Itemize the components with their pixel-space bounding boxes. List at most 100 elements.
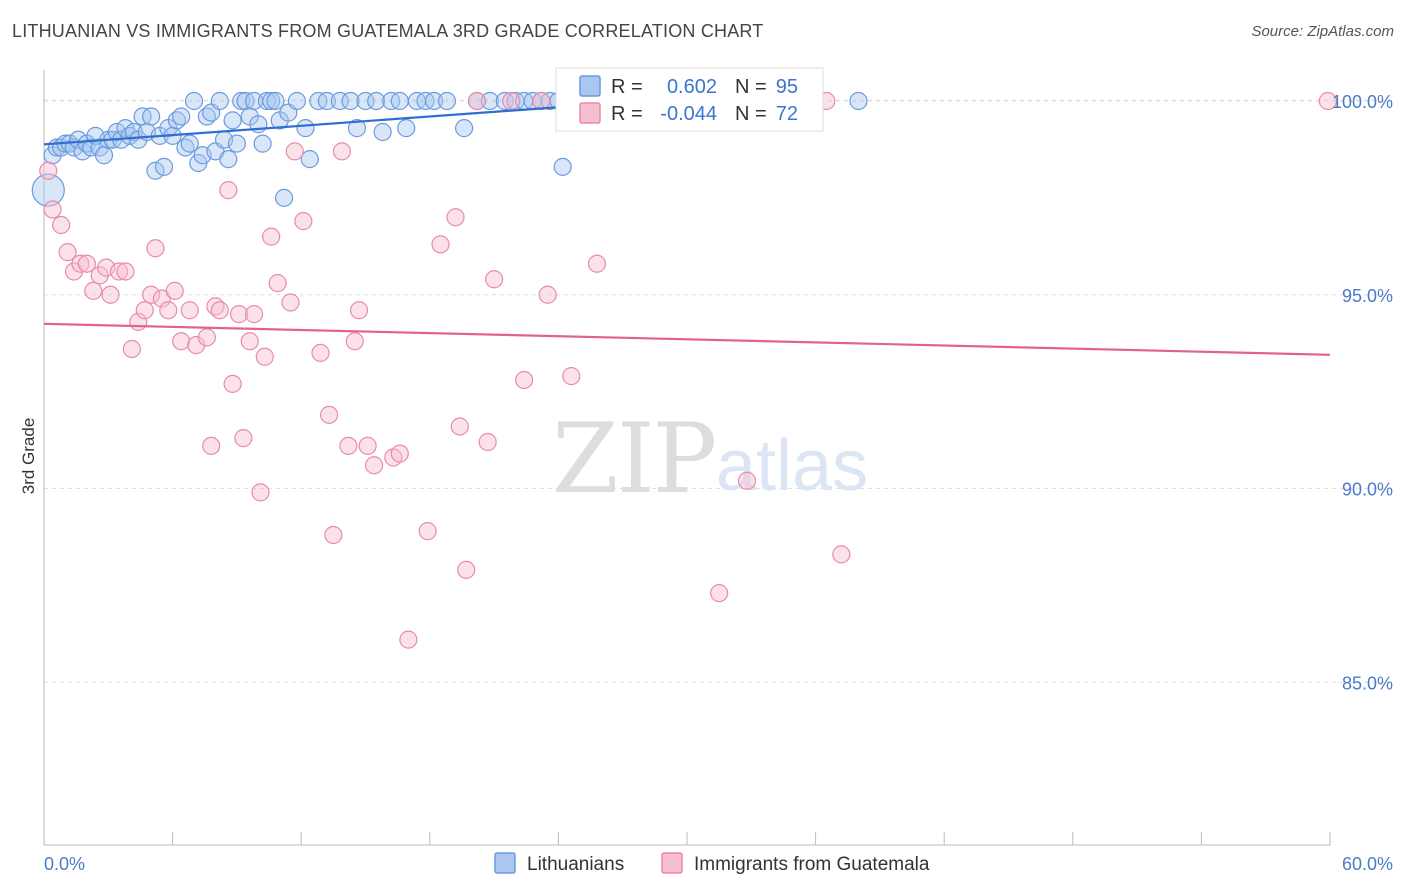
y-tick-label-90: 90.0% <box>1342 480 1393 500</box>
guatemala-point <box>146 239 165 258</box>
lithuanian-point <box>154 157 174 176</box>
guatemala-point <box>84 281 103 300</box>
guatemala-point <box>39 161 58 180</box>
stats-n-value-0: 95 <box>776 76 798 98</box>
lithuanian-point <box>480 91 499 111</box>
guatemala-point <box>251 483 270 502</box>
lithuanian-point <box>219 150 238 169</box>
watermark-atlas: atlas <box>716 426 868 506</box>
lithuanian-point <box>317 91 337 111</box>
guatemala-point <box>71 254 90 273</box>
guatemala-point <box>234 429 253 448</box>
guatemala-point <box>311 343 330 362</box>
chart-source: Source: ZipAtlas.com <box>1251 23 1394 40</box>
guatemala-point <box>159 301 178 320</box>
y-tick-label-95: 95.0% <box>1342 286 1393 306</box>
stats-swatch-guatemala <box>579 102 601 124</box>
guatemala-point <box>538 285 557 304</box>
trend-lines <box>43 99 1331 356</box>
lithuanian-point <box>266 91 285 111</box>
guatemala-point <box>399 630 418 649</box>
lithuanian-point <box>367 91 386 111</box>
guatemala-point <box>122 339 141 359</box>
stats-r-label-0: R = <box>611 76 643 98</box>
lithuanian-point <box>253 134 272 153</box>
guatemala-point <box>116 262 135 281</box>
y-tick-label-85: 85.0% <box>1342 673 1393 693</box>
guatemala-point <box>502 91 521 111</box>
guatemala-point <box>223 374 242 393</box>
guatemala-point <box>135 301 154 320</box>
guatemala-point <box>52 215 71 235</box>
stats-swatch-lithuanians <box>579 75 601 97</box>
lithuanian-point <box>31 173 65 207</box>
guatemala-point <box>485 270 504 289</box>
lithuanian-point <box>356 91 375 111</box>
guatemala-point <box>255 347 274 366</box>
chart-title: LITHUANIAN VS IMMIGRANTS FROM GUATEMALA … <box>12 21 764 41</box>
stats-n-label-0: N = <box>735 76 767 98</box>
legend-label-lithuanians: Lithuanians <box>527 854 624 875</box>
guatemala-point <box>202 436 221 455</box>
lithuanian-point <box>232 91 251 111</box>
guatemala-point <box>324 525 343 545</box>
guatemala-point <box>268 274 287 293</box>
guatemala-point <box>478 432 497 452</box>
stats-r-value-0: 0.602 <box>667 76 717 98</box>
lithuanian-point <box>330 91 349 111</box>
watermark: ZIP atlas <box>552 403 868 515</box>
lithuanian-point <box>454 119 474 138</box>
lithuanian-point <box>341 91 360 111</box>
guatemala-point <box>345 332 364 351</box>
lithuanian-point <box>495 91 514 111</box>
guatemala-point <box>219 181 238 200</box>
lithuanian-point <box>373 122 392 142</box>
lithuanian-point <box>223 111 242 130</box>
legend-swatch-lithuanians <box>494 852 516 874</box>
stats-r-value-1: -0.044 <box>660 103 717 125</box>
guatemala-point <box>332 142 352 161</box>
bottom-legend: Lithuanians Immigrants from Guatemala <box>494 852 930 875</box>
guatemala-point <box>77 254 96 273</box>
guatemala-point <box>240 332 259 351</box>
stats-n-label-1: N = <box>735 103 767 125</box>
guatemala-point <box>281 293 300 312</box>
watermark-zip: ZIP <box>552 403 715 515</box>
guatemala-point <box>58 243 77 262</box>
lithuanian-point <box>184 91 204 111</box>
lithuanian-point <box>287 91 307 111</box>
guatemala-point <box>109 262 129 281</box>
x-tick-label-min: 0.0% <box>44 854 85 874</box>
guatemala-point <box>262 227 281 246</box>
guatemala-point <box>339 436 358 455</box>
stats-legend: R = 0.602 N = 95 R = -0.044 N = 72 <box>555 67 824 132</box>
x-ticks <box>43 832 1331 845</box>
lithuanian-point <box>227 134 246 153</box>
trend-line-lithuanians <box>43 99 655 146</box>
guatemala-point <box>43 200 62 219</box>
lithuanian-point <box>146 161 165 180</box>
guatemala-point <box>319 405 339 424</box>
guatemala-point <box>431 235 450 254</box>
legend-label-guatemala: Immigrants from Guatemala <box>694 854 930 875</box>
guatemala-point <box>210 301 229 320</box>
trend-line-guatemala <box>43 322 1331 356</box>
y-axis-title: 3rd Grade <box>19 418 38 495</box>
guatemala-point <box>467 91 487 111</box>
lithuanian-point <box>424 91 444 111</box>
lithuanian-point <box>262 91 281 111</box>
guatemala-point <box>515 370 534 390</box>
guatemala-point <box>587 254 607 273</box>
lithuanian-point <box>390 91 409 111</box>
x-tick-label-max: 60.0% <box>1342 854 1393 874</box>
guatemala-point <box>244 305 264 324</box>
stats-r-label-1: R = <box>611 103 643 125</box>
guatemala-point <box>165 281 184 300</box>
legend-swatch-guatemala <box>661 852 683 874</box>
guatemala-point <box>285 142 304 161</box>
lithuanian-point <box>274 188 294 207</box>
series-1 <box>39 91 1337 649</box>
lithuanian-point <box>553 157 572 176</box>
lithuanian-point <box>437 91 457 111</box>
